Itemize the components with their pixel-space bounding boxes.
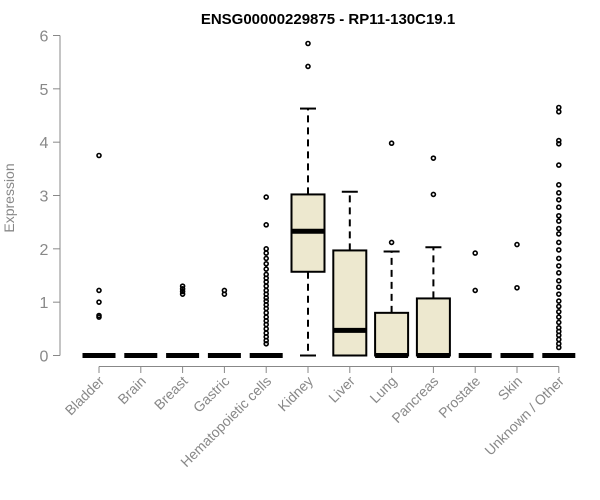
box-pancreas	[415, 155, 451, 358]
outlier-point	[555, 336, 562, 343]
outlier-point	[263, 194, 270, 200]
y-axis-label: Expression	[1, 163, 17, 232]
x-tick-label: Kidney	[275, 373, 317, 415]
outlier-point	[555, 204, 562, 211]
outlier-point	[96, 299, 102, 305]
outlier-point	[555, 140, 562, 147]
outlier-point	[263, 246, 270, 252]
outlier-point	[263, 255, 270, 262]
x-tick-label: Bladder	[62, 373, 108, 419]
outlier-point	[388, 140, 395, 147]
outlier-point	[263, 279, 270, 285]
outlier-point	[263, 222, 270, 228]
outlier-point	[555, 255, 562, 262]
x-tick-label: Breast	[151, 373, 191, 413]
outlier-point	[555, 270, 562, 276]
outlier-point	[555, 212, 562, 219]
y-tick-label: 0	[40, 349, 49, 366]
box-rect	[415, 297, 451, 357]
outlier-point	[555, 298, 562, 304]
outlier-point	[472, 287, 479, 294]
box-liver	[332, 190, 368, 357]
x-tick-label: Lung	[366, 373, 399, 406]
outlier-point	[555, 291, 562, 297]
outlier-point	[555, 218, 562, 224]
outlier-point	[555, 182, 562, 188]
x-tick-label: Liver	[325, 373, 358, 406]
outlier-point	[555, 319, 562, 326]
outlier-point	[555, 190, 562, 196]
y-tick-label: 1	[40, 295, 49, 312]
outlier-point	[179, 283, 186, 289]
box-bladder	[82, 152, 116, 358]
box-lung	[374, 140, 410, 358]
chart-title: ENSG00000229875 - RP11-130C19.1	[201, 11, 455, 28]
box-prostate	[458, 250, 492, 358]
outlier-point	[555, 314, 562, 320]
outlier-point	[179, 288, 186, 295]
outlier-point	[555, 263, 562, 269]
x-tick-label: Unknown / Other	[481, 373, 567, 459]
outlier-point	[263, 337, 270, 344]
outlier-point	[555, 225, 562, 232]
outlier-point	[96, 152, 102, 159]
outlier-point	[555, 108, 562, 115]
y-tick-label: 2	[40, 242, 49, 259]
outlier-point	[514, 284, 520, 291]
y-axis: 0 1 2 3 4 5 6	[40, 29, 61, 366]
plot-area	[82, 40, 576, 358]
outlier-point	[263, 250, 270, 256]
outlier-point	[555, 344, 562, 351]
x-tick-label: Brain	[114, 373, 148, 407]
outlier-point	[263, 340, 270, 347]
outlier-point	[96, 287, 102, 294]
outlier-point	[555, 303, 562, 310]
outlier-point	[472, 250, 479, 256]
box-gastric	[207, 287, 241, 358]
outlier-point	[555, 104, 562, 111]
box-kidney	[290, 40, 326, 357]
box-rect	[332, 249, 368, 357]
y-tick-label: 3	[40, 189, 49, 206]
outlier-point	[555, 162, 562, 168]
box-breast	[166, 283, 200, 358]
box-skin	[500, 241, 534, 358]
outlier-point	[430, 191, 437, 198]
box-unknown-other	[542, 104, 576, 358]
outlier-point	[555, 196, 562, 203]
box-rect	[374, 311, 410, 357]
outlier-point	[263, 283, 270, 289]
outlier-point	[179, 291, 186, 297]
y-tick-label: 4	[40, 135, 49, 152]
outlier-point	[555, 308, 562, 315]
outlier-point	[263, 260, 270, 267]
y-tick-label: 5	[40, 82, 49, 99]
outlier-point	[263, 305, 270, 312]
outlier-point	[555, 137, 562, 144]
outlier-point	[555, 332, 562, 339]
x-tick-label: Prostate	[435, 373, 483, 421]
outlier-point	[96, 314, 102, 320]
outlier-point	[555, 284, 562, 291]
outlier-point	[555, 247, 562, 253]
box-hematopoietic-cells	[249, 194, 283, 358]
outlier-point	[263, 326, 270, 332]
outlier-point	[388, 239, 395, 246]
outlier-point	[555, 278, 562, 284]
outlier-point	[430, 155, 437, 161]
outlier-point	[305, 63, 311, 70]
outlier-point	[263, 321, 270, 328]
outlier-point	[555, 239, 562, 246]
outlier-point	[514, 241, 520, 248]
x-tick-label: Skin	[495, 373, 526, 404]
outlier-point	[263, 310, 270, 316]
outlier-point	[221, 291, 228, 297]
outlier-point	[555, 231, 562, 237]
y-tick-label: 6	[40, 29, 49, 46]
outlier-point	[179, 286, 186, 292]
outlier-point	[263, 266, 270, 272]
outlier-point	[305, 40, 311, 47]
